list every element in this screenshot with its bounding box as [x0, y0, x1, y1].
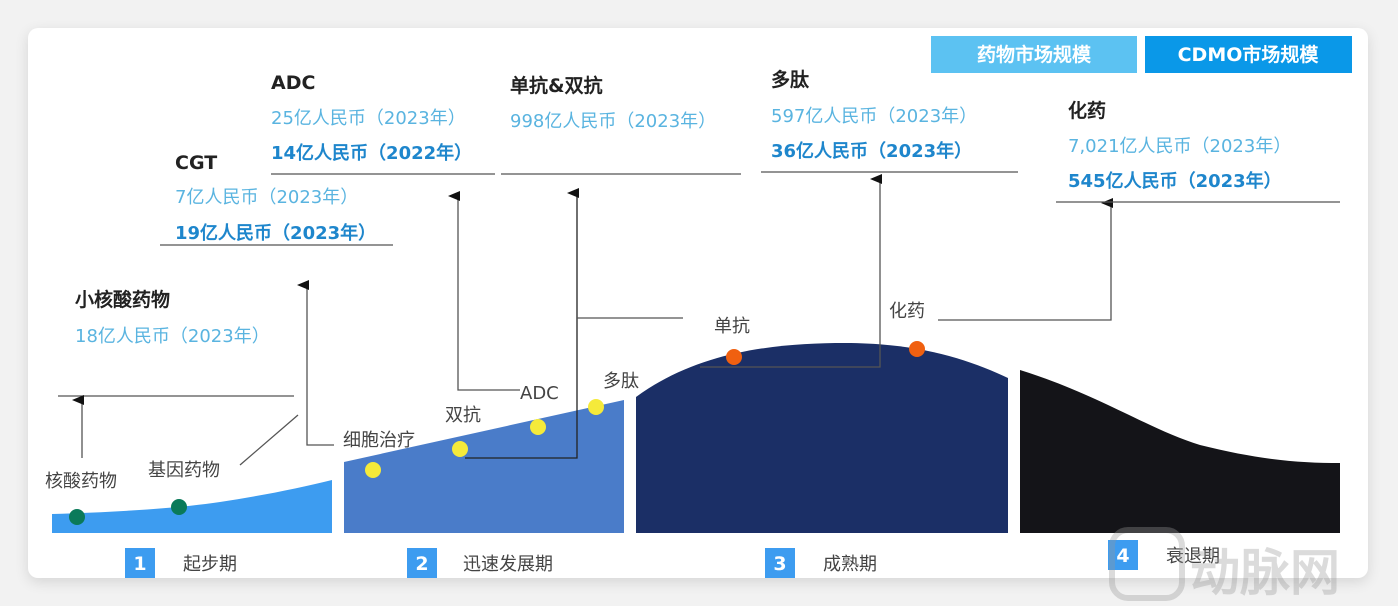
- bsab-arrow: [465, 188, 579, 459]
- callout-title: 多肽: [771, 68, 810, 91]
- stage-3-badge: [765, 548, 795, 578]
- point-label: 基因药物: [148, 460, 220, 481]
- stage-1-number: 1: [133, 553, 146, 575]
- callout-cdmo-value: 36亿人民币（2023年）: [771, 140, 972, 162]
- callout-drug-value: 7亿人民币（2023年）: [175, 187, 358, 208]
- stage-2-area: [344, 400, 624, 533]
- legend-drug-market: [931, 36, 1137, 73]
- dot-adc: [530, 419, 546, 435]
- stage-4-area: [1020, 370, 1340, 533]
- point-label: 化药: [889, 301, 925, 322]
- adc-arrow: [448, 191, 520, 391]
- point-label: 双抗: [445, 405, 481, 426]
- peptide-arrow: [700, 174, 882, 368]
- stage-3-number: 3: [773, 553, 786, 575]
- callout-title: 单抗&双抗: [510, 74, 603, 97]
- point-label: 核酸药物: [45, 471, 117, 492]
- legend-drug-market-label: 药物市场规模: [977, 43, 1092, 66]
- stage-2-label: 迅速发展期: [463, 554, 553, 575]
- stage-3-label: 成熟期: [823, 554, 877, 575]
- point-label: ADC: [520, 383, 559, 404]
- stage-2-badge: [407, 548, 437, 578]
- stage-1-area: [52, 480, 332, 533]
- stage-4-number: 4: [1116, 545, 1129, 567]
- stage-4-label: 衰退期: [1166, 546, 1220, 567]
- callout-drug-value: 18亿人民币（2023年）: [75, 326, 270, 347]
- callout-drug-value: 998亿人民币（2023年）: [510, 111, 716, 132]
- dot-chemical: [909, 341, 925, 357]
- stage-1-label: 起步期: [183, 554, 237, 575]
- stage-3-area: [636, 343, 1008, 533]
- point-label: 单抗: [714, 316, 750, 337]
- stage-2-number: 2: [415, 553, 428, 575]
- callout-title: 小核酸药物: [75, 288, 170, 311]
- callout-title: CGT: [175, 152, 217, 174]
- callout-drug-value: 25亿人民币（2023年）: [271, 108, 466, 129]
- cgt-arrow: [297, 280, 334, 446]
- callout-drug-value: 7,021亿人民币（2023年）: [1068, 136, 1291, 157]
- dot-bsab: [452, 441, 468, 457]
- callout-title: 化药: [1068, 99, 1106, 122]
- callout-cdmo-value: 545亿人民币（2023年）: [1068, 170, 1282, 192]
- point-label: 多肽: [603, 371, 639, 392]
- callout-drug-value: 597亿人民币（2023年）: [771, 106, 977, 127]
- watermark-text: 动脉网: [1190, 544, 1340, 602]
- callout-cdmo-value: 19亿人民币（2023年）: [175, 222, 376, 244]
- dot-peptide: [588, 399, 604, 415]
- point-label: 细胞治疗: [343, 430, 415, 451]
- legend-cdmo-market-label: CDMO市场规模: [1178, 43, 1320, 66]
- gene-connector: [239, 414, 299, 466]
- chemical-arrow: [938, 198, 1113, 321]
- dot-mab: [726, 349, 742, 365]
- callout-cdmo-value: 14亿人民币（2022年）: [271, 142, 472, 164]
- stage-1-badge: [125, 548, 155, 578]
- dot-cell: [365, 462, 381, 478]
- stage-4-badge: [1108, 540, 1138, 570]
- dot-nucleic: [69, 509, 85, 525]
- callout-title: ADC: [271, 72, 315, 94]
- dot-gene: [171, 499, 187, 515]
- watermark-logo: 动脉网: [1109, 527, 1340, 602]
- legend-cdmo-market: [1145, 36, 1352, 73]
